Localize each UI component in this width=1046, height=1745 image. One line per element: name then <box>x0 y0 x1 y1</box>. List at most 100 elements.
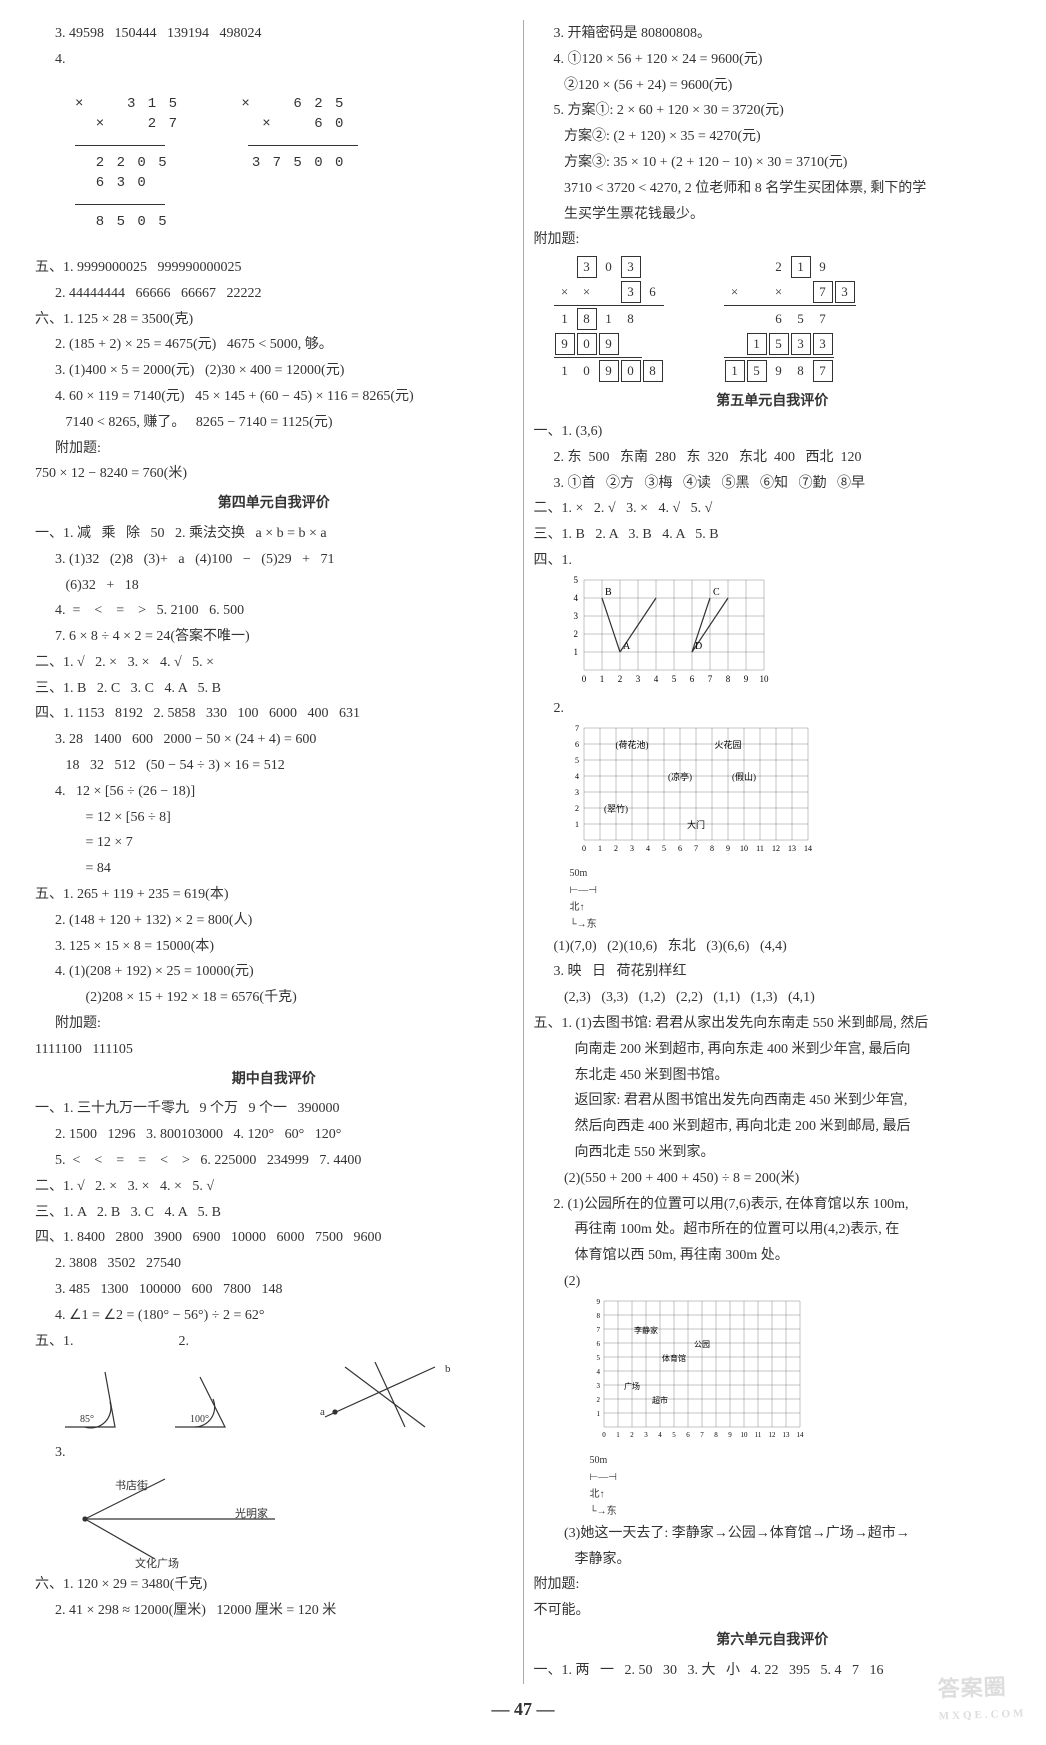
svg-text:1: 1 <box>573 647 578 657</box>
svg-text:8: 8 <box>714 1431 718 1439</box>
coordinate-chart-1: 01234567891012345ABCD <box>564 575 1012 695</box>
svg-text:6: 6 <box>678 844 682 853</box>
svg-text:9: 9 <box>726 844 730 853</box>
text-line: 2. (148 + 120 + 132) × 2 = 800(人) <box>35 909 513 933</box>
text-line: 一、1. 减 乘 除 50 2. 乘法交换 a × b = b × a <box>35 522 513 546</box>
text-line: 3. 49598 150444 139194 498024 <box>35 22 513 46</box>
svg-text:李静家: 李静家 <box>634 1325 658 1335</box>
svg-text:3: 3 <box>573 611 578 621</box>
text-line: 四、1. <box>534 549 1012 573</box>
svg-text:2: 2 <box>575 804 579 813</box>
svg-text:10: 10 <box>740 844 748 853</box>
text-line: 向西北走 550 米到家。 <box>534 1141 1012 1165</box>
angle-diagrams: 85° 100° b a <box>55 1357 513 1437</box>
text-line: 二、1. √ 2. × 3. × 4. × 5. √ <box>35 1175 513 1199</box>
svg-text:B: B <box>605 587 612 598</box>
svg-text:1: 1 <box>598 844 602 853</box>
text-line: 1111100 111105 <box>35 1038 513 1062</box>
svg-text:2: 2 <box>614 844 618 853</box>
svg-text:6: 6 <box>575 740 579 749</box>
svg-text:9: 9 <box>743 674 748 684</box>
text-line: 4. ①120 × 56 + 120 × 24 = 9600(元) <box>534 48 1012 72</box>
text-line: 2. (185 + 2) × 25 = 4675(元) 4675 < 5000,… <box>35 333 513 357</box>
svg-text:11: 11 <box>756 844 764 853</box>
svg-text:体育馆: 体育馆 <box>662 1353 686 1363</box>
svg-text:5: 5 <box>671 674 676 684</box>
svg-text:8: 8 <box>725 674 730 684</box>
right-column: 3. 开箱密码是 80800808。 4. ①120 × 56 + 120 × … <box>524 20 1022 1684</box>
text-line: (2)208 × 15 + 192 × 18 = 6576(千克) <box>35 986 513 1010</box>
map-diagram: 书店街 光明家 文化广场 <box>55 1469 513 1569</box>
text-line: 附加题: <box>534 228 1012 252</box>
svg-text:7: 7 <box>575 724 579 733</box>
svg-text:14: 14 <box>804 844 812 853</box>
text-line: 东北走 450 米到图书馆。 <box>534 1064 1012 1088</box>
text-line: 7. 6 × 8 ÷ 4 × 2 = 24(答案不唯一) <box>35 625 513 649</box>
svg-text:4: 4 <box>575 772 579 781</box>
text-line: 方案③: 35 × 10 + (2 + 120 − 10) × 30 = 371… <box>534 151 1012 175</box>
text-line: 5. 方案①: 2 × 60 + 120 × 30 = 3720(元) <box>534 99 1012 123</box>
text-line: 3. <box>35 1441 513 1465</box>
svg-text:0: 0 <box>582 844 586 853</box>
text-line: 3. 映 日 荷花别样红 <box>534 960 1012 984</box>
text-line: 再往南 100m 处。超市所在的位置可以用(4,2)表示, 在 <box>534 1218 1012 1242</box>
text-line: 然后向西走 400 米到超市, 再向北走 200 米到邮局, 最后 <box>534 1115 1012 1139</box>
text-line: 4. = < = > 5. 2100 6. 500 <box>35 599 513 623</box>
svg-text:(假山): (假山) <box>732 772 756 782</box>
svg-text:(凉亭): (凉亭) <box>668 771 692 782</box>
svg-text:5: 5 <box>596 1354 600 1362</box>
svg-text:9: 9 <box>596 1298 600 1306</box>
svg-text:4: 4 <box>658 1431 662 1439</box>
coordinate-chart-2: (荷花池)火花园(凉亭)(假山)(翠竹)大门012345678910111213… <box>564 723 1012 933</box>
text-line: = 12 × [56 ÷ 8] <box>35 806 513 830</box>
text-line: 方案②: (2 + 120) × 35 = 4270(元) <box>534 125 1012 149</box>
text-line: 二、1. × 2. √ 3. × 4. √ 5. √ <box>534 497 1012 521</box>
svg-text:2: 2 <box>617 674 622 684</box>
text-line: (6)32 + 18 <box>35 574 513 598</box>
svg-text:光明家: 光明家 <box>235 1506 268 1520</box>
text-line: 2. 3808 3502 27540 <box>35 1252 513 1276</box>
text-line: 4. 60 × 119 = 7140(元) 45 × 145 + (60 − 4… <box>35 385 513 409</box>
svg-text:7: 7 <box>700 1431 704 1439</box>
text-line: 3. 开箱密码是 80800808。 <box>534 22 1012 46</box>
svg-text:100°: 100° <box>190 1414 209 1425</box>
text-line: 18 32 512 (50 − 54 ÷ 3) × 16 = 512 <box>35 754 513 778</box>
text-line: 4. <box>35 48 513 72</box>
section-title: 第四单元自我评价 <box>35 492 513 516</box>
text-line: = 12 × 7 <box>35 831 513 855</box>
section-title: 第六单元自我评价 <box>534 1629 1012 1653</box>
text-line: 二、1. √ 2. × 3. × 4. √ 5. × <box>35 651 513 675</box>
svg-text:2: 2 <box>573 629 578 639</box>
text-line: 3710 < 3720 < 4270, 2 位老师和 8 名学生买团体票, 剩下… <box>534 177 1012 201</box>
svg-text:超市: 超市 <box>652 1395 668 1405</box>
text-line: 附加题: <box>35 437 513 461</box>
svg-text:12: 12 <box>768 1431 776 1439</box>
svg-text:1: 1 <box>575 820 579 829</box>
text-line: 生买学生票花钱最少。 <box>534 203 1012 227</box>
svg-text:6: 6 <box>686 1431 690 1439</box>
svg-text:11: 11 <box>754 1431 761 1439</box>
svg-text:b: b <box>445 1363 451 1375</box>
svg-text:A: A <box>623 641 631 652</box>
text-line: 3. ①首 ②方 ③梅 ④读 ⑤黑 ⑥知 ⑦勤 ⑧早 <box>534 472 1012 496</box>
text-line: (1)(7,0) (2)(10,6) 东北 (3)(6,6) (4,4) <box>534 935 1012 959</box>
left-column: 3. 49598 150444 139194 498024 4. × 3 1 5… <box>25 20 524 1684</box>
svg-text:3: 3 <box>596 1382 600 1390</box>
text-line: 不可能。 <box>534 1599 1012 1623</box>
svg-text:4: 4 <box>653 674 658 684</box>
svg-text:2: 2 <box>630 1431 634 1439</box>
svg-text:4: 4 <box>596 1368 600 1376</box>
svg-text:12: 12 <box>772 844 780 853</box>
text-line: 三、1. B 2. C 3. C 4. A 5. B <box>35 677 513 701</box>
section-title: 期中自我评价 <box>35 1068 513 1092</box>
text-line: 六、1. 125 × 28 = 3500(克) <box>35 308 513 332</box>
svg-text:(翠竹): (翠竹) <box>604 803 628 814</box>
svg-text:0: 0 <box>581 674 586 684</box>
svg-text:火花园: 火花园 <box>714 739 741 750</box>
svg-text:4: 4 <box>573 593 578 603</box>
text-line: 2. 44444444 66666 66667 22222 <box>35 282 513 306</box>
text-line: 附加题: <box>35 1012 513 1036</box>
text-line: ②120 × (56 + 24) = 9600(元) <box>534 74 1012 98</box>
text-line: = 84 <box>35 857 513 881</box>
svg-text:6: 6 <box>689 674 694 684</box>
